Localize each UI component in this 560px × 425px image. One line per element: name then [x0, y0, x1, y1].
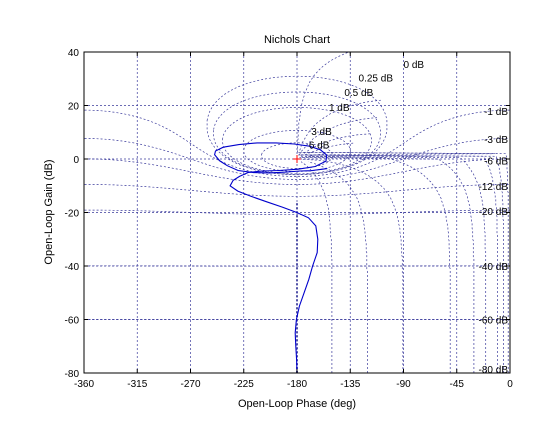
y-tick-label: -60: [65, 316, 80, 327]
x-tick-label: -90: [396, 379, 411, 390]
gain-grid-label: 0 dB: [404, 60, 425, 71]
gain-grid-label: -80 dB: [479, 365, 509, 376]
gain-grid-label: 0.5 dB: [344, 88, 373, 99]
chart-title: Nichols Chart: [264, 34, 330, 46]
x-tick-label: -270: [180, 379, 200, 390]
y-axis-label: Open-Loop Gain (dB): [43, 159, 55, 264]
y-tick-label: 0: [73, 155, 79, 166]
y-tick-label: 20: [68, 102, 80, 113]
gain-grid-label: 6 dB: [309, 140, 330, 151]
gain-grid-label: 1 dB: [329, 103, 350, 114]
gain-grid-label: -12 dB: [479, 182, 509, 193]
y-tick-label: -40: [65, 262, 80, 273]
y-tick-label: 40: [68, 48, 80, 59]
x-tick-label: -135: [340, 379, 360, 390]
x-tick-label: -45: [450, 379, 465, 390]
x-tick-label: -315: [127, 379, 147, 390]
gain-grid-label: -1 dB: [484, 107, 508, 118]
gain-grid-label: 3 dB: [311, 127, 332, 138]
x-tick-label: -225: [234, 379, 254, 390]
x-tick-label: -180: [287, 379, 307, 390]
gain-grid-label: -3 dB: [484, 135, 508, 146]
y-tick-label: -20: [65, 209, 80, 220]
gain-grid-label: -20 dB: [479, 207, 509, 218]
gain-grid-label: -6 dB: [484, 156, 508, 167]
x-tick-label: 0: [507, 379, 513, 390]
gain-grid-label: -60 dB: [479, 316, 509, 327]
x-tick-label: -360: [74, 379, 94, 390]
gain-grid-label: 0.25 dB: [359, 73, 394, 84]
y-tick-label: -80: [65, 369, 80, 380]
gain-grid-label: -40 dB: [479, 262, 509, 273]
x-axis-label: Open-Loop Phase (deg): [238, 398, 356, 410]
